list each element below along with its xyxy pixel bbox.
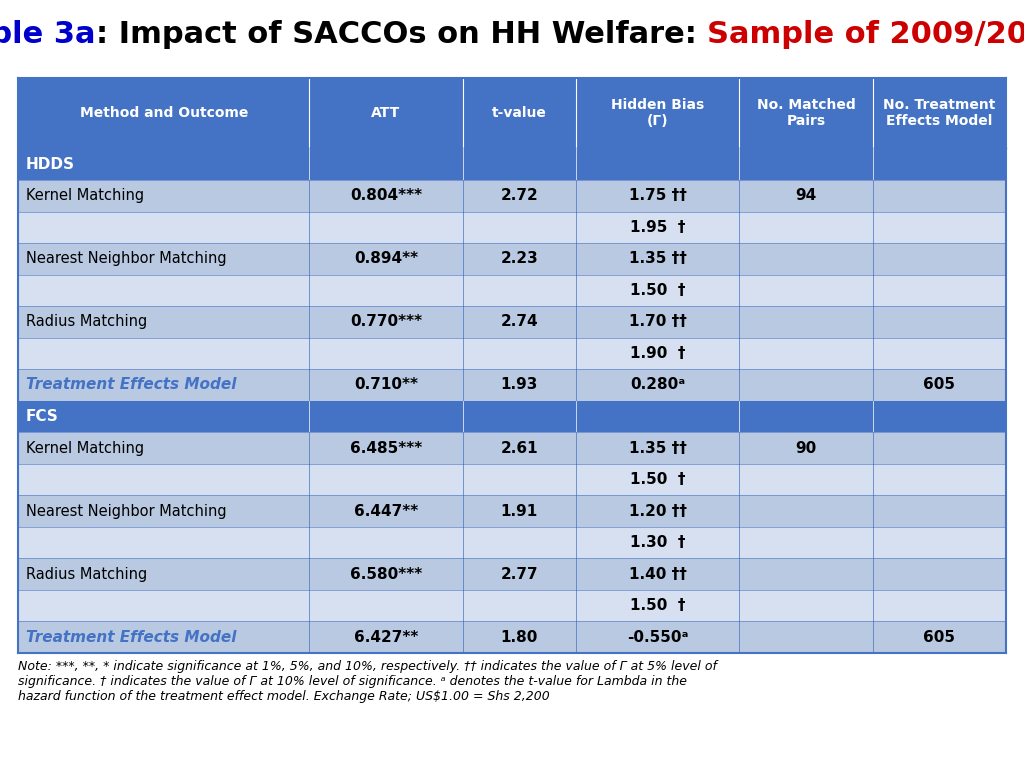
Text: Table 3a: Impact of SACCOs on HH Welfare: Sample of 2009/2010: Table 3a: Impact of SACCOs on HH Welfare… bbox=[0, 20, 1024, 49]
Bar bbox=[18, 464, 1006, 495]
Text: 6.580***: 6.580*** bbox=[350, 567, 422, 581]
Text: ATT: ATT bbox=[372, 106, 400, 121]
Bar bbox=[18, 432, 1006, 464]
Text: 2.72: 2.72 bbox=[501, 188, 539, 204]
Bar bbox=[18, 211, 1006, 243]
Bar bbox=[18, 180, 1006, 211]
Bar bbox=[18, 369, 1006, 401]
Text: 0.710**: 0.710** bbox=[354, 377, 418, 392]
Text: Note: ***, **, * indicate significance at 1%, 5%, and 10%, respectively. †† indi: Note: ***, **, * indicate significance a… bbox=[18, 660, 717, 703]
Text: 1.75 ††: 1.75 †† bbox=[629, 188, 687, 204]
Text: 2.74: 2.74 bbox=[501, 314, 539, 329]
Text: Kernel Matching: Kernel Matching bbox=[26, 188, 144, 204]
Text: Radius Matching: Radius Matching bbox=[26, 314, 147, 329]
Text: 1.93: 1.93 bbox=[501, 377, 538, 392]
Text: 6.427**: 6.427** bbox=[354, 630, 418, 644]
Text: 90: 90 bbox=[796, 441, 816, 455]
Text: Table 3a: Table 3a bbox=[0, 20, 96, 49]
Text: 1.91: 1.91 bbox=[501, 504, 538, 518]
Text: No. Treatment
Effects Model: No. Treatment Effects Model bbox=[883, 98, 995, 128]
Text: 1.40 ††: 1.40 †† bbox=[629, 567, 687, 581]
Bar bbox=[18, 275, 1006, 306]
Bar bbox=[18, 243, 1006, 275]
Text: HDDS: HDDS bbox=[26, 157, 75, 172]
Text: 1.50  †: 1.50 † bbox=[630, 283, 685, 298]
Bar bbox=[18, 621, 1006, 653]
Bar bbox=[18, 338, 1006, 369]
Text: 0.770***: 0.770*** bbox=[350, 314, 422, 329]
Text: 1.95  †: 1.95 † bbox=[630, 220, 685, 235]
Text: Nearest Neighbor Matching: Nearest Neighbor Matching bbox=[26, 251, 226, 266]
Bar bbox=[18, 401, 1006, 432]
Text: 0.894**: 0.894** bbox=[354, 251, 418, 266]
Bar bbox=[18, 78, 1006, 148]
Text: 1.20 ††: 1.20 †† bbox=[629, 504, 687, 518]
Bar bbox=[18, 495, 1006, 527]
Text: -0.550ᵃ: -0.550ᵃ bbox=[627, 630, 688, 644]
Text: Treatment Effects Model: Treatment Effects Model bbox=[26, 377, 237, 392]
Bar bbox=[18, 558, 1006, 590]
Text: Hidden Bias
(Γ): Hidden Bias (Γ) bbox=[611, 98, 705, 128]
Text: 0.280ᵃ: 0.280ᵃ bbox=[630, 377, 685, 392]
Text: 1.90  †: 1.90 † bbox=[630, 346, 685, 361]
Bar bbox=[18, 148, 1006, 180]
Text: No. Matched
Pairs: No. Matched Pairs bbox=[757, 98, 855, 128]
Text: 1.35 ††: 1.35 †† bbox=[629, 251, 687, 266]
Text: Nearest Neighbor Matching: Nearest Neighbor Matching bbox=[26, 504, 226, 518]
Text: 94: 94 bbox=[796, 188, 816, 204]
Text: 0.804***: 0.804*** bbox=[350, 188, 422, 204]
Text: 605: 605 bbox=[924, 630, 955, 644]
Text: 1.30  †: 1.30 † bbox=[630, 535, 685, 550]
Text: 1.50  †: 1.50 † bbox=[630, 598, 685, 613]
Text: 2.23: 2.23 bbox=[501, 251, 539, 266]
Text: 6.485***: 6.485*** bbox=[350, 441, 422, 455]
Text: 2.77: 2.77 bbox=[501, 567, 539, 581]
Bar bbox=[18, 527, 1006, 558]
Text: : Impact of SACCOs on HH Welfare:: : Impact of SACCOs on HH Welfare: bbox=[96, 20, 708, 49]
Text: 1.80: 1.80 bbox=[501, 630, 538, 644]
Text: 1.35 ††: 1.35 †† bbox=[629, 441, 687, 455]
Bar bbox=[18, 306, 1006, 338]
Text: Radius Matching: Radius Matching bbox=[26, 567, 147, 581]
Text: 605: 605 bbox=[924, 377, 955, 392]
Text: Method and Outcome: Method and Outcome bbox=[80, 106, 248, 121]
Text: 6.447**: 6.447** bbox=[354, 504, 418, 518]
Text: Treatment Effects Model: Treatment Effects Model bbox=[26, 630, 237, 644]
Text: Sample of 2009/2010: Sample of 2009/2010 bbox=[708, 20, 1024, 49]
Text: 1.70 ††: 1.70 †† bbox=[629, 314, 687, 329]
Text: t-value: t-value bbox=[492, 106, 547, 121]
Text: Kernel Matching: Kernel Matching bbox=[26, 441, 144, 455]
Text: 1.50  †: 1.50 † bbox=[630, 472, 685, 487]
Text: FCS: FCS bbox=[26, 409, 58, 424]
Bar bbox=[18, 590, 1006, 621]
Text: 2.61: 2.61 bbox=[501, 441, 539, 455]
